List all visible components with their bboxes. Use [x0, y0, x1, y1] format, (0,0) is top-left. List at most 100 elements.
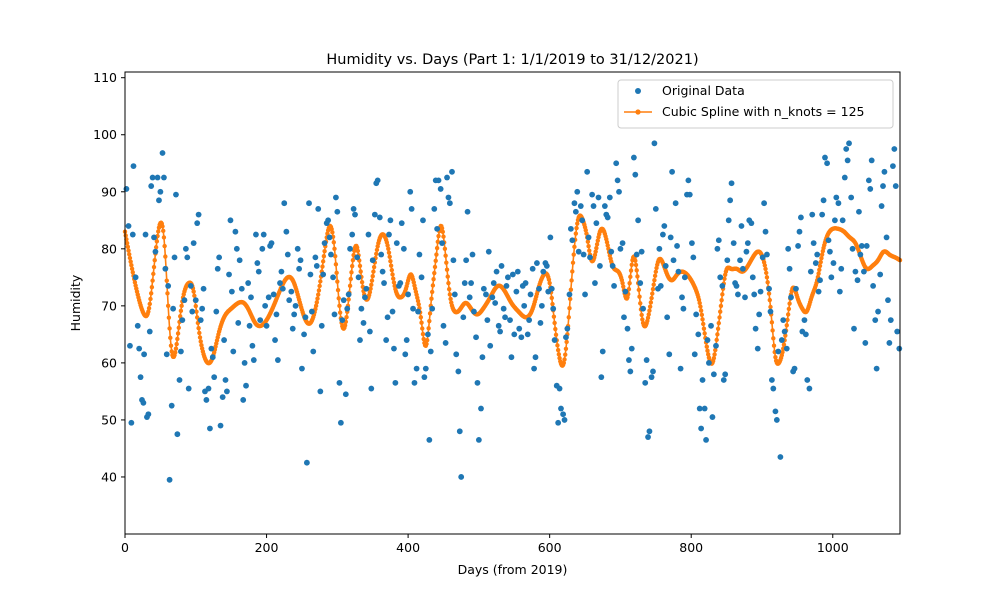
- scatter-point: [315, 205, 322, 212]
- scatter-point: [680, 305, 687, 312]
- scatter-point: [283, 228, 290, 235]
- scatter-point: [637, 280, 644, 286]
- spline-point: [329, 226, 334, 232]
- spline-point: [419, 320, 424, 325]
- scatter-point: [352, 211, 358, 218]
- scatter-point: [582, 291, 588, 298]
- spline-point: [429, 289, 435, 295]
- scatter-point: [265, 294, 272, 301]
- scatter-point: [737, 257, 743, 264]
- spline-point: [638, 301, 643, 306]
- scatter-point: [301, 331, 307, 338]
- scatter-point: [471, 308, 477, 315]
- x-tick-label: 200: [255, 540, 279, 555]
- spline-point: [700, 317, 705, 322]
- scatter-point: [437, 186, 444, 192]
- scatter-point: [715, 237, 722, 244]
- scatter-point: [190, 240, 197, 247]
- scatter-point: [182, 245, 189, 252]
- spline-point: [334, 270, 339, 276]
- spline-point: [783, 333, 788, 338]
- spline-point: [427, 311, 433, 316]
- scatter-point: [137, 374, 144, 381]
- scatter-point: [858, 243, 865, 249]
- scatter-point: [426, 436, 433, 443]
- spline-point: [442, 246, 448, 252]
- spline-point: [421, 336, 426, 342]
- spline-point: [627, 281, 632, 286]
- spline-point: [416, 302, 421, 307]
- x-tick-label: 1000: [817, 540, 849, 555]
- spline-point: [368, 286, 373, 291]
- spline-point: [126, 248, 131, 253]
- scatter-point: [473, 334, 479, 341]
- spline-point: [420, 331, 426, 337]
- spline-point: [649, 295, 654, 301]
- spline-point: [556, 352, 562, 357]
- scatter-point: [560, 411, 567, 418]
- spline-point: [633, 258, 638, 263]
- spline-point: [432, 264, 438, 270]
- scatter-point: [413, 365, 420, 372]
- scatter-point: [856, 208, 862, 215]
- spline-point: [594, 245, 599, 251]
- scatter-point: [485, 248, 492, 255]
- scatter-point: [642, 379, 649, 386]
- scatter-point: [701, 405, 708, 412]
- scatter-point: [508, 354, 515, 361]
- scatter-point: [440, 322, 447, 329]
- scatter-point: [819, 211, 826, 218]
- spline-point: [701, 326, 707, 331]
- spline-point: [322, 248, 327, 254]
- scatter-point: [132, 274, 139, 281]
- spline-point: [178, 314, 183, 319]
- scatter-point: [357, 337, 363, 343]
- scatter-point: [478, 405, 484, 412]
- scatter-point: [254, 260, 261, 266]
- spline-point: [193, 303, 198, 309]
- scatter-point: [146, 328, 153, 335]
- scatter-point: [455, 368, 462, 375]
- scatter-point: [761, 200, 768, 207]
- scatter-point: [345, 291, 352, 298]
- scatter-point: [509, 271, 516, 278]
- scatter-point: [422, 365, 429, 372]
- scatter-point: [291, 311, 298, 318]
- scatter-point: [460, 314, 467, 321]
- spline-point: [153, 245, 159, 250]
- scatter-point: [534, 260, 540, 266]
- scatter-point: [801, 317, 808, 324]
- scatter-point: [896, 345, 903, 352]
- scatter-point: [865, 177, 872, 184]
- spline-point: [316, 292, 321, 297]
- scatter-point: [299, 365, 305, 372]
- scatter-point: [754, 345, 761, 352]
- spline-point: [447, 292, 453, 297]
- scatter-point: [851, 325, 857, 332]
- scatter-point: [302, 314, 309, 321]
- spline-point: [819, 255, 824, 261]
- spline-point: [817, 267, 822, 272]
- scatter-point: [677, 365, 684, 372]
- spline-point: [316, 288, 322, 293]
- spline-point: [585, 239, 591, 244]
- spline-point: [549, 295, 554, 301]
- scatter-point: [778, 337, 785, 343]
- scatter-point: [216, 254, 223, 261]
- scatter-point: [429, 305, 436, 312]
- spline-point: [374, 247, 380, 253]
- spline-point: [785, 317, 790, 323]
- scatter-point: [379, 268, 386, 275]
- spline-point: [152, 258, 157, 263]
- scatter-point: [236, 257, 243, 264]
- spline-point: [763, 266, 768, 272]
- scatter-point: [469, 251, 476, 258]
- spline-point: [640, 317, 645, 322]
- scatter-point: [810, 240, 817, 247]
- scatter-point: [279, 285, 286, 292]
- scatter-point: [526, 317, 533, 324]
- scatter-point: [768, 377, 775, 383]
- scatter-point: [360, 320, 367, 326]
- spline-point: [718, 303, 724, 309]
- scatter-point: [503, 282, 510, 289]
